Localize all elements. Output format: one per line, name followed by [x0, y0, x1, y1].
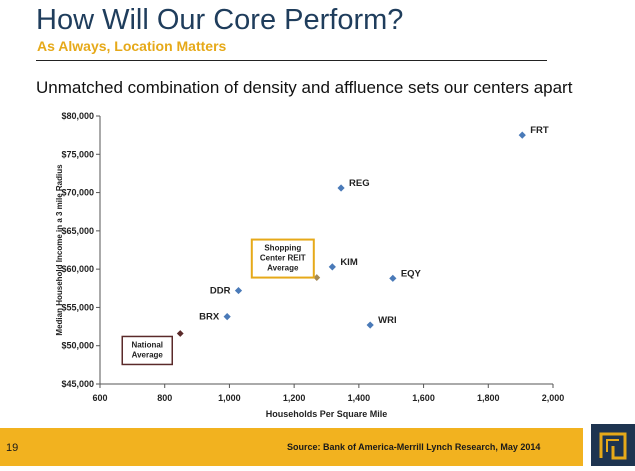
company-logo: [591, 424, 635, 466]
x-tick-label: 800: [157, 393, 172, 403]
scatter-chart: $45,000 $50,000 $55,000 $60,000 $65,000 $70,0…: [55, 111, 565, 419]
reit-average-label: Average: [267, 264, 299, 273]
data-label-ddr: DDR: [210, 286, 231, 297]
data-label-brx: BRX: [199, 312, 220, 323]
x-axis-title: Households Per Square Mile: [266, 409, 388, 419]
y-axis-title: Median Household Income in a 3 mile Radi…: [55, 164, 64, 336]
national-average-label: Average: [132, 350, 164, 359]
national-average-box: [121, 335, 173, 366]
y-tick-label: $50,000: [61, 341, 94, 351]
data-label-eqy: EQY: [401, 268, 422, 279]
data-label-kim: KIM: [340, 257, 358, 268]
data-point-eqy: [389, 274, 397, 282]
data-point-brx: [223, 313, 231, 321]
y-tick-label: $60,000: [61, 264, 94, 274]
reit-average-label: Center REIT: [260, 254, 306, 263]
data-label-wri: WRI: [378, 315, 396, 326]
x-tick-label: 1,200: [283, 393, 306, 403]
page-subtitle: As Always, Location Matters: [37, 38, 227, 54]
title-divider: [36, 60, 547, 61]
x-tick-label: 1,400: [348, 393, 371, 403]
reit-average-box: [250, 238, 315, 279]
x-tick-label: 1,600: [412, 393, 435, 403]
reit-average-point: [313, 274, 321, 281]
national-average-label: National: [131, 340, 163, 349]
page-number: 19: [6, 442, 19, 454]
data-point-wri: [366, 321, 374, 329]
slide-headline: Unmatched combination of density and aff…: [36, 78, 573, 97]
y-tick-label: $65,000: [61, 226, 94, 236]
x-tick-label: 2,000: [542, 393, 565, 403]
footer-bar: [0, 428, 583, 466]
source-note: Source: Bank of America-Merrill Lynch Re…: [287, 442, 541, 452]
x-tick-label: 600: [92, 393, 107, 403]
y-tick-label: $80,000: [61, 111, 94, 121]
data-point-kim: [328, 263, 336, 271]
data-point-frt: [518, 131, 526, 139]
logo-icon: [599, 432, 627, 460]
reit-average-label: Shopping: [264, 244, 301, 253]
y-tick-label: $45,000: [61, 379, 94, 389]
x-tick-label: 1,000: [218, 393, 241, 403]
data-point-reg: [337, 184, 345, 192]
data-label-reg: REG: [349, 178, 370, 189]
data-point-ddr: [234, 286, 243, 295]
x-tick-label: 1,800: [477, 393, 500, 403]
y-tick-label: $70,000: [61, 188, 94, 198]
page-title: How Will Our Core Perform?: [36, 4, 404, 36]
y-tick-label: $75,000: [61, 149, 94, 159]
y-tick-label: $55,000: [61, 302, 94, 312]
data-label-frt: FRT: [530, 125, 549, 136]
national-average-point: [176, 330, 184, 337]
